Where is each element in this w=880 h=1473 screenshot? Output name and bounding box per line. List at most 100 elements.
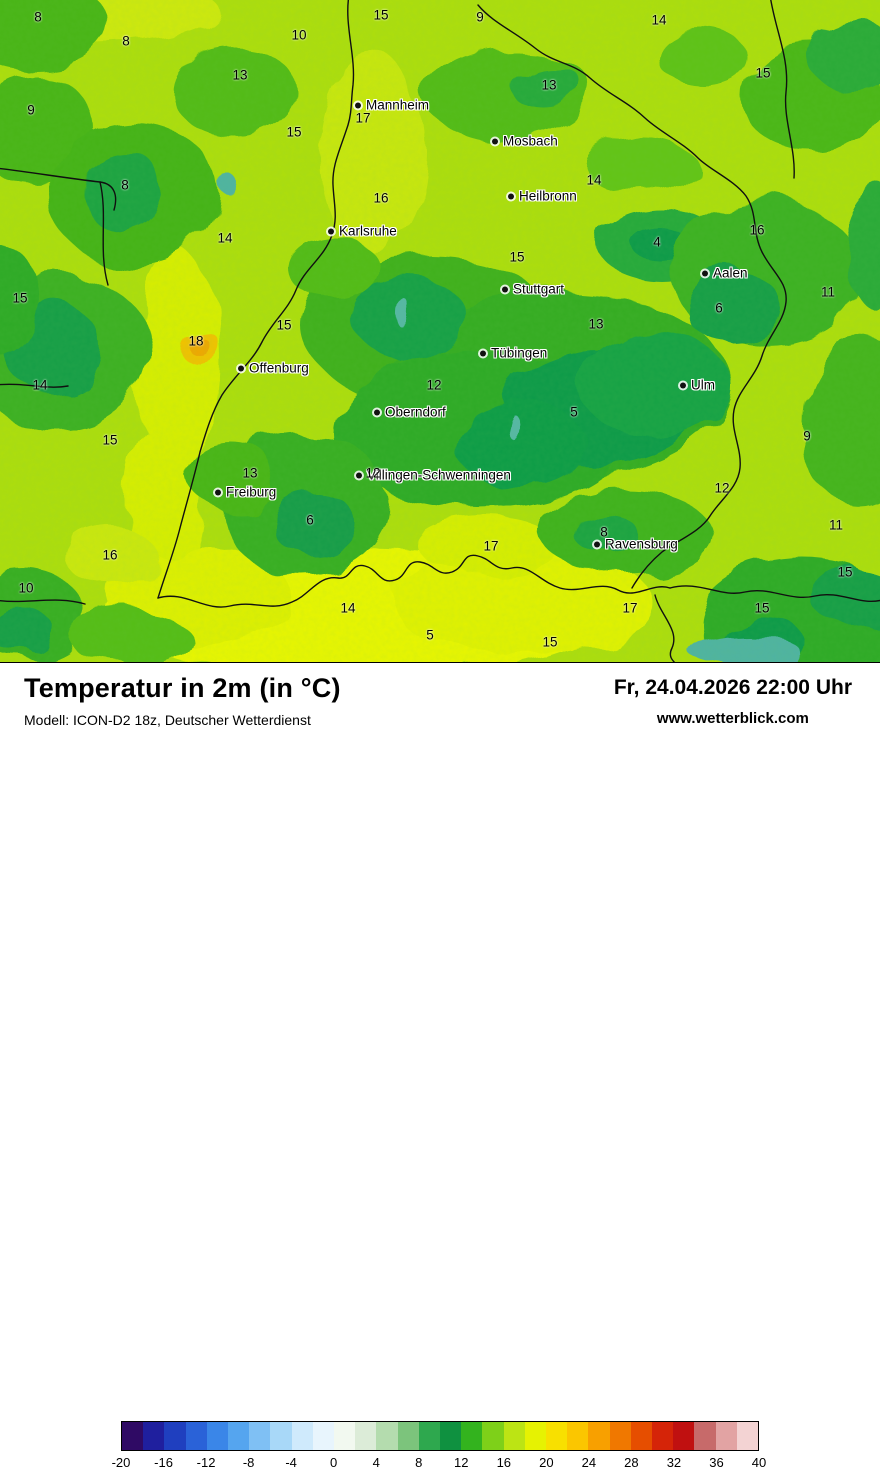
city-label: Mannheim <box>366 97 430 113</box>
temp-value: 4 <box>653 234 661 250</box>
footer-left: Temperatur in 2m (in °C) Modell: ICON-D2… <box>24 673 341 728</box>
city-label: Ravensburg <box>605 536 678 552</box>
legend-tick: 40 <box>751 1455 767 1470</box>
temp-value: 10 <box>291 27 307 43</box>
city-marker-villingen-schwenningen: Villingen-Schwenningen <box>356 468 511 483</box>
city-label: Heilbronn <box>519 188 577 204</box>
temp-value: 16 <box>102 547 118 563</box>
legend-tick: -4 <box>285 1455 297 1470</box>
page-title: Temperatur in 2m (in °C) <box>24 673 341 703</box>
city-marker-offenburg: Offenburg <box>238 361 309 376</box>
legend-cell <box>164 1422 186 1450</box>
legend-cell <box>334 1422 356 1450</box>
legend-tick: -8 <box>242 1455 255 1470</box>
city-dot-icon <box>356 472 362 478</box>
city-marker-freiburg: Freiburg <box>215 485 276 500</box>
city-marker-heilbronn: Heilbronn <box>508 189 577 204</box>
temp-value: 15 <box>12 290 28 306</box>
temp-value: 18 <box>188 333 204 349</box>
legend-cell <box>694 1422 716 1450</box>
city-label: Freiburg <box>226 484 277 500</box>
city-label: Offenburg <box>249 360 309 376</box>
legend-cell <box>588 1422 610 1450</box>
legend-cell <box>715 1422 737 1450</box>
legend-cell <box>503 1422 525 1450</box>
legend-tick: 36 <box>709 1455 724 1470</box>
legend-tick: -20 <box>111 1455 131 1470</box>
temp-value: 16 <box>373 190 389 206</box>
legend-tick: 0 <box>330 1455 338 1470</box>
temp-value: 14 <box>651 12 667 28</box>
legend-cell <box>482 1422 504 1450</box>
city-label: Stuttgart <box>513 281 565 297</box>
legend-cell <box>291 1422 313 1450</box>
city-marker-oberndorf: Oberndorf <box>374 405 446 420</box>
temp-value: 17 <box>355 110 371 126</box>
city-dot-icon <box>374 409 380 415</box>
legend-cell <box>652 1422 674 1450</box>
color-scale-legend: -20 -16 -12 -8 -4 0 4 8 12 16 20 24 28 32 36 40 <box>112 1421 766 1473</box>
legend-cell <box>461 1422 483 1450</box>
city-dot-icon <box>215 489 221 495</box>
model-info: Modell: ICON-D2 18z, Deutscher Wetterdie… <box>24 712 311 728</box>
city-marker-stuttgart: Stuttgart <box>502 282 564 297</box>
city-dot-icon <box>492 138 498 144</box>
legend-cell <box>270 1422 292 1450</box>
city-marker-mannheim: Mannheim <box>355 98 429 113</box>
legend-cell <box>122 1422 144 1450</box>
city-label: Mosbach <box>503 133 558 149</box>
temp-value: 15 <box>509 249 525 265</box>
temp-value: 9 <box>27 102 35 118</box>
temp-value: 14 <box>32 377 48 393</box>
city-label: Aalen <box>713 265 748 281</box>
city-label: Oberndorf <box>385 404 446 420</box>
weather-map: Mannheim Mosbach Heilbronn Karlsruhe Stuttga… <box>0 0 880 662</box>
temp-value: 11 <box>828 517 844 533</box>
city-dot-icon <box>702 270 708 276</box>
city-dot-icon <box>328 228 334 234</box>
temp-value: 15 <box>754 600 770 616</box>
legend-cell <box>206 1422 229 1450</box>
city-marker-mosbach: Mosbach <box>492 134 558 149</box>
city-dot-icon <box>238 365 244 371</box>
map-overlay: Mannheim Mosbach Heilbronn Karlsruhe Stuttga… <box>0 0 880 662</box>
website-label: www.wetterblick.com <box>656 710 809 727</box>
temp-value: 8 <box>122 33 130 49</box>
city-label: Tübingen <box>491 345 548 361</box>
legend-cell <box>397 1422 419 1450</box>
legend-cell <box>567 1422 589 1450</box>
legend-cell <box>736 1422 759 1450</box>
legend-bar <box>121 1421 759 1451</box>
city-label: Karlsruhe <box>339 223 397 239</box>
city-marker-t-bingen: Tübingen <box>480 346 547 361</box>
temp-value: 15 <box>837 564 853 580</box>
city-marker-ulm: Ulm <box>680 378 715 393</box>
temp-value: 5 <box>426 627 434 643</box>
temp-value: 9 <box>803 428 811 444</box>
city-dot-icon <box>480 350 486 356</box>
city-dot-icon <box>355 102 361 108</box>
temp-value: 10 <box>18 580 34 596</box>
temp-value: 16 <box>749 222 765 238</box>
legend-cell <box>524 1422 547 1450</box>
temp-value: 6 <box>306 512 314 528</box>
legend-tick: -16 <box>154 1455 173 1470</box>
temp-value: 12 <box>426 377 442 393</box>
city-marker-ravensburg: Ravensburg <box>594 537 678 552</box>
temp-value: 5 <box>570 404 578 420</box>
legend-cell <box>630 1422 653 1450</box>
temp-value: 17 <box>483 538 499 554</box>
temp-value: 8 <box>34 9 42 25</box>
temp-value: 8 <box>121 177 129 193</box>
temp-value: 13 <box>588 316 604 332</box>
legend-cell <box>440 1422 462 1450</box>
legend-cell <box>249 1422 271 1450</box>
temp-value: 15 <box>755 65 771 81</box>
temp-value: 9 <box>476 9 484 25</box>
legend-cell <box>312 1422 335 1450</box>
temp-value: 13 <box>242 465 258 481</box>
city-marker-aalen: Aalen <box>702 266 748 281</box>
temp-value: 6 <box>715 300 723 316</box>
temp-value: 8 <box>600 524 608 540</box>
city-dot-icon <box>508 193 514 199</box>
